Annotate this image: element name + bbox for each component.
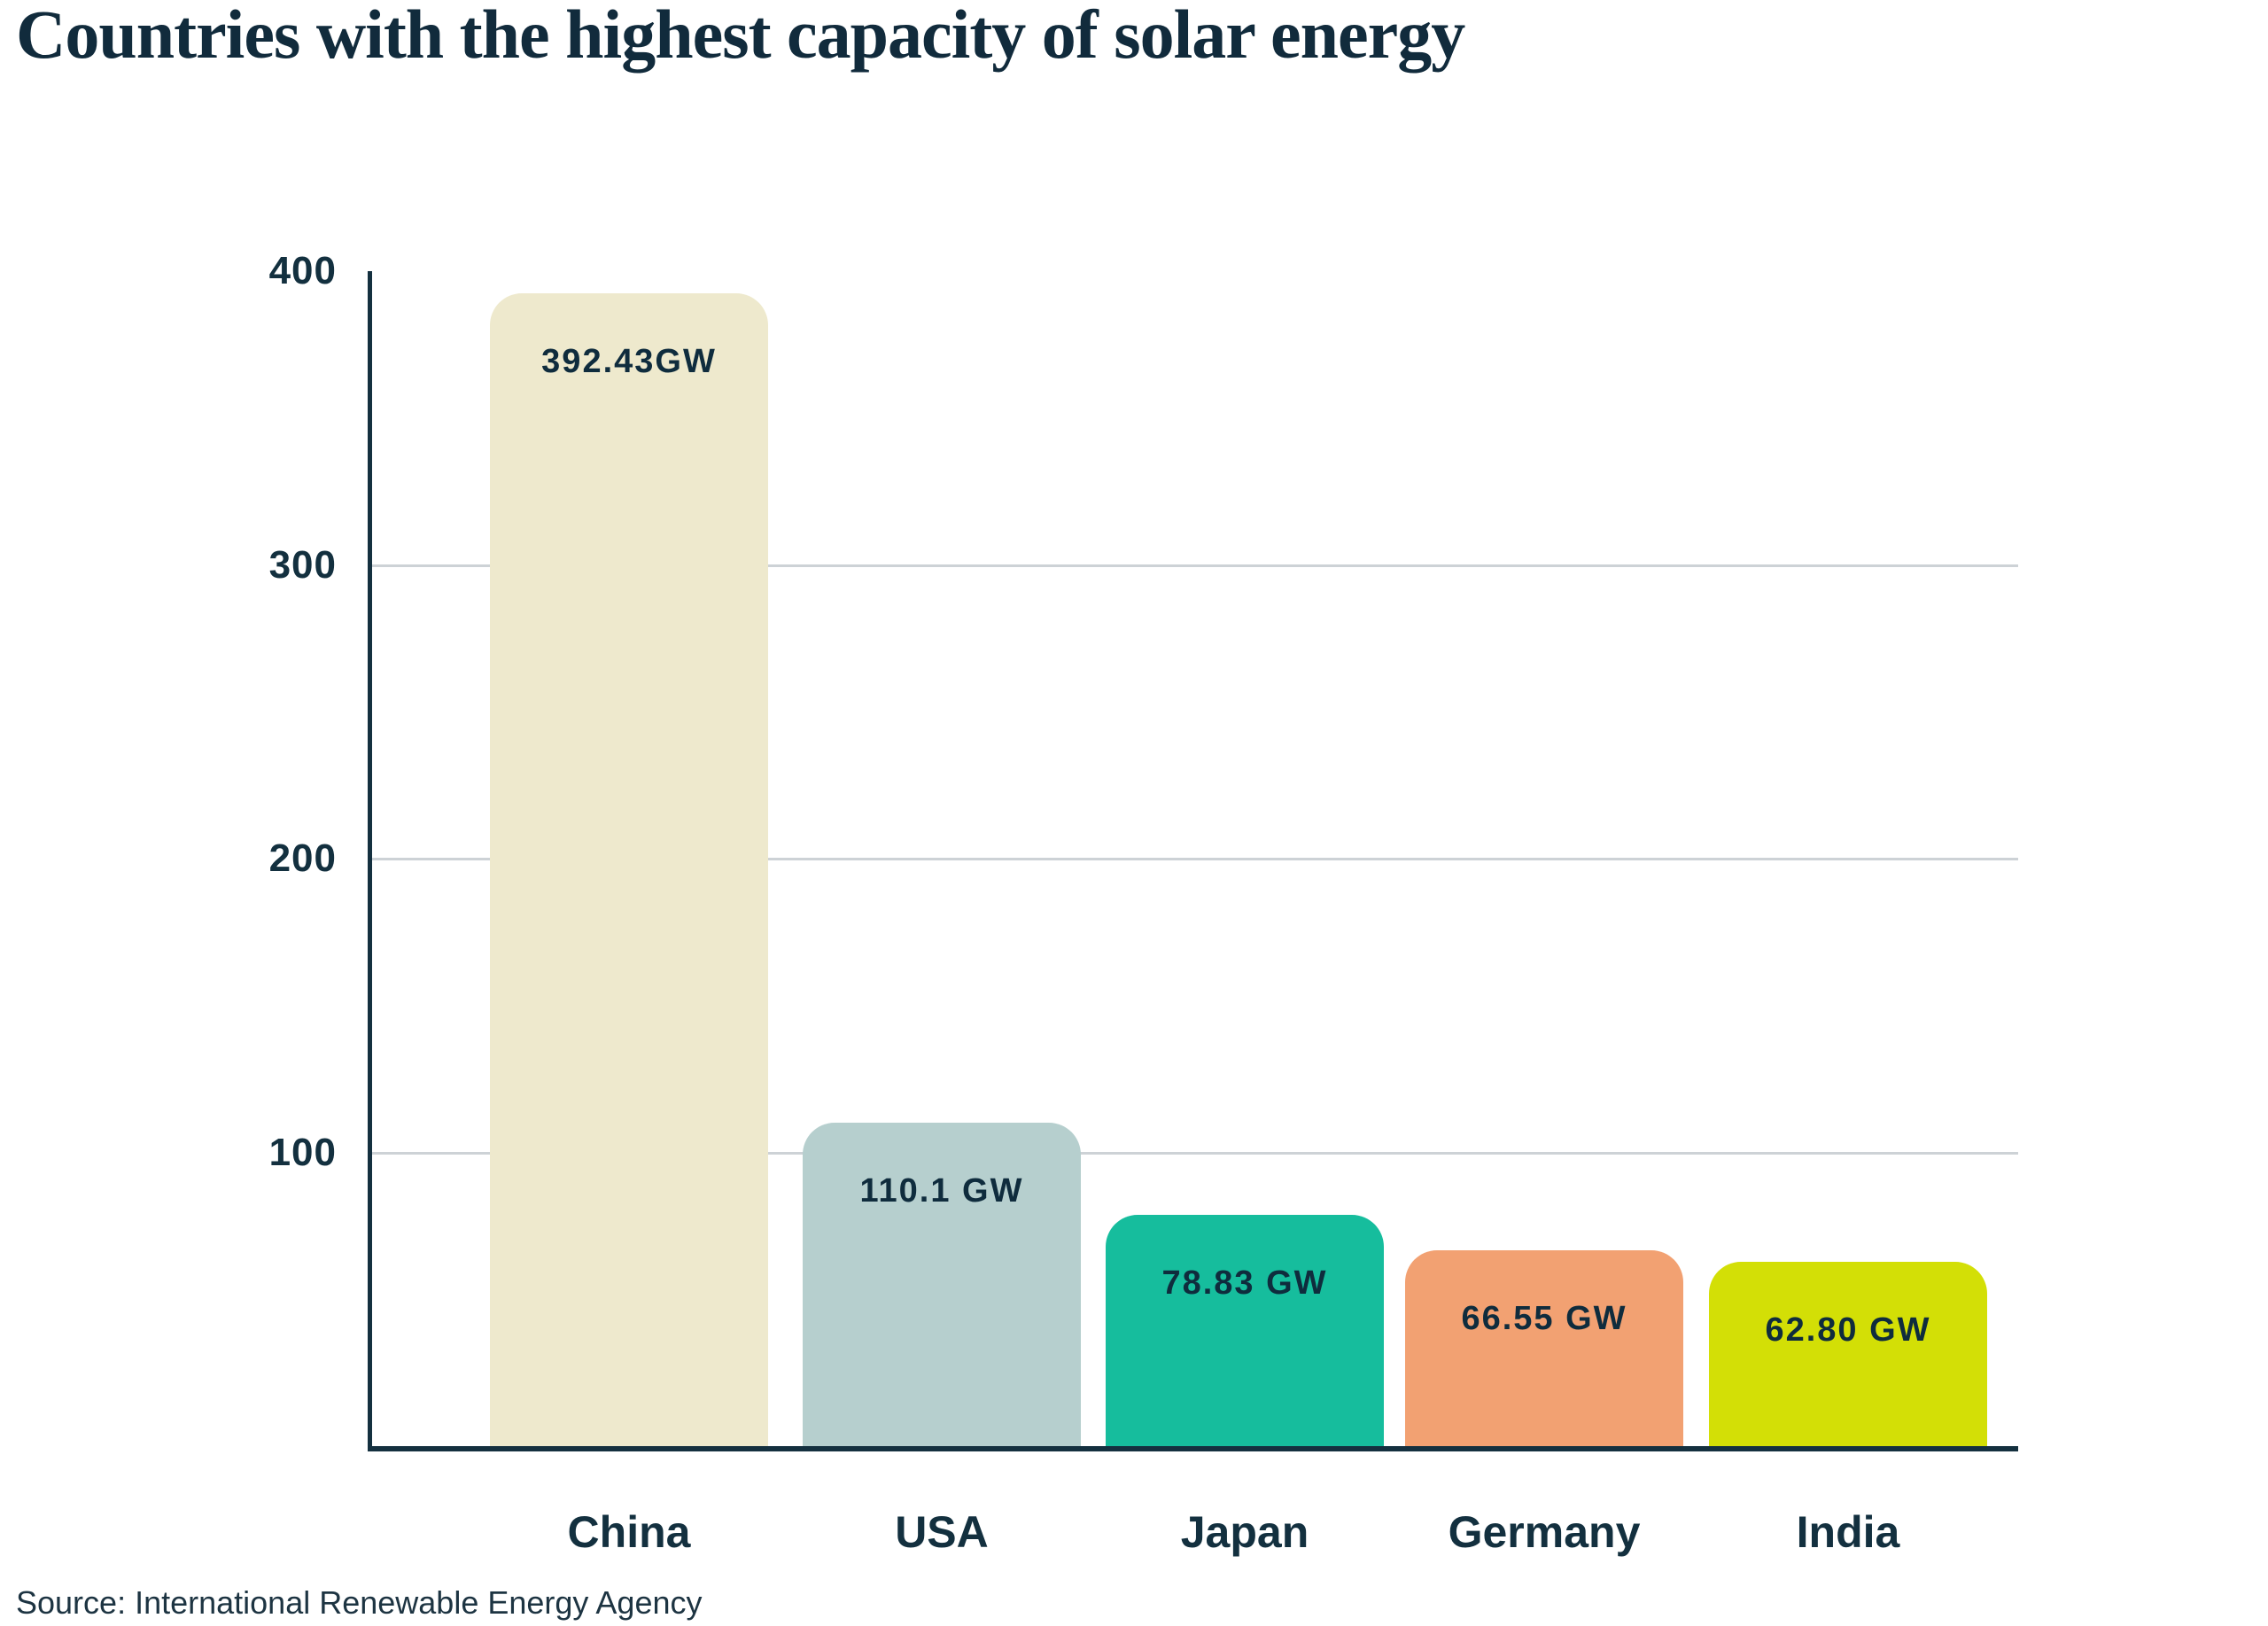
x-category-label-china: China [567, 1507, 691, 1557]
bar-value-label-japan: 78.83 GW [1161, 1264, 1328, 1302]
y-tick-label-400: 400 [268, 249, 337, 292]
page-title: Countries with the highest capacity of s… [16, 0, 1465, 73]
bar-china: 392.43GW [490, 293, 768, 1446]
x-category-label-usa: USA [895, 1507, 989, 1557]
gridline-300 [372, 564, 2018, 567]
source-note: Source: International Renewable Energy A… [16, 1584, 703, 1621]
bar-germany: 66.55 GW [1405, 1250, 1683, 1446]
x-category-label-germany: Germany [1448, 1507, 1641, 1557]
bar-value-label-germany: 66.55 GW [1461, 1300, 1627, 1338]
y-tick-label-200: 200 [268, 836, 337, 880]
x-axis-line [368, 1446, 2018, 1451]
bar-value-label-india: 62.80 GW [1765, 1311, 1931, 1349]
bar-india: 62.80 GW [1709, 1261, 1987, 1446]
x-category-label-japan: Japan [1180, 1507, 1309, 1557]
gridline-200 [372, 858, 2018, 860]
bar-japan: 78.83 GW [1106, 1214, 1384, 1446]
y-axis-line [368, 271, 372, 1451]
y-tick-label-100: 100 [268, 1130, 337, 1174]
y-tick-label-300: 300 [268, 542, 337, 587]
gridline-100 [372, 1151, 2018, 1155]
bar-value-label-china: 392.43GW [541, 343, 717, 381]
x-category-label-india: India [1796, 1507, 1900, 1557]
bar-usa: 110.1 GW [803, 1123, 1081, 1446]
bar-value-label-usa: 110.1 GW [859, 1172, 1024, 1210]
